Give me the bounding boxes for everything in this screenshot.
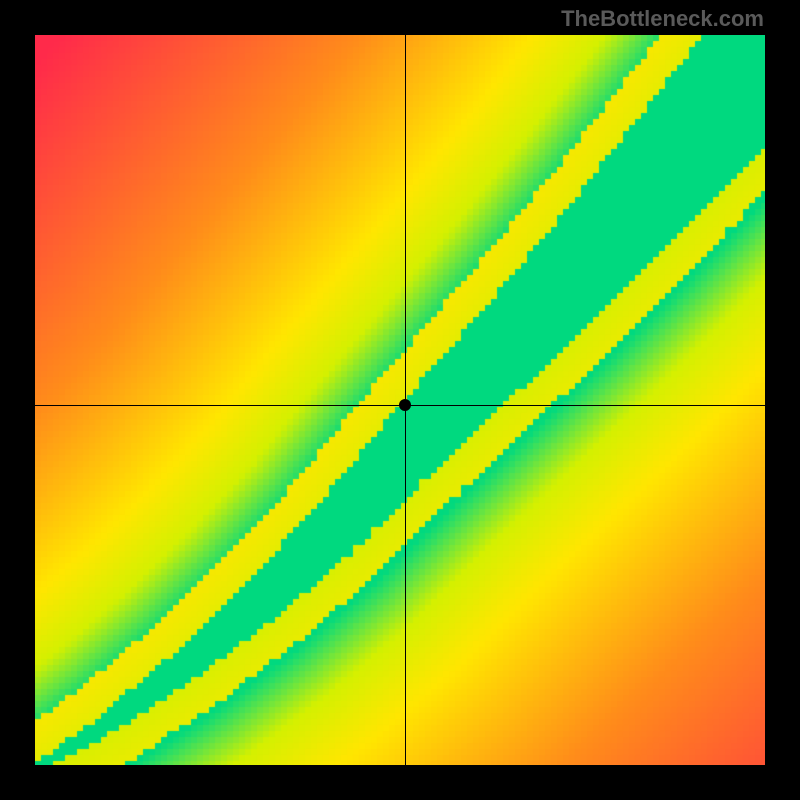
marker-point [399,399,411,411]
watermark-text: TheBottleneck.com [561,6,764,32]
heatmap-canvas [35,35,765,765]
chart-container: TheBottleneck.com [0,0,800,800]
